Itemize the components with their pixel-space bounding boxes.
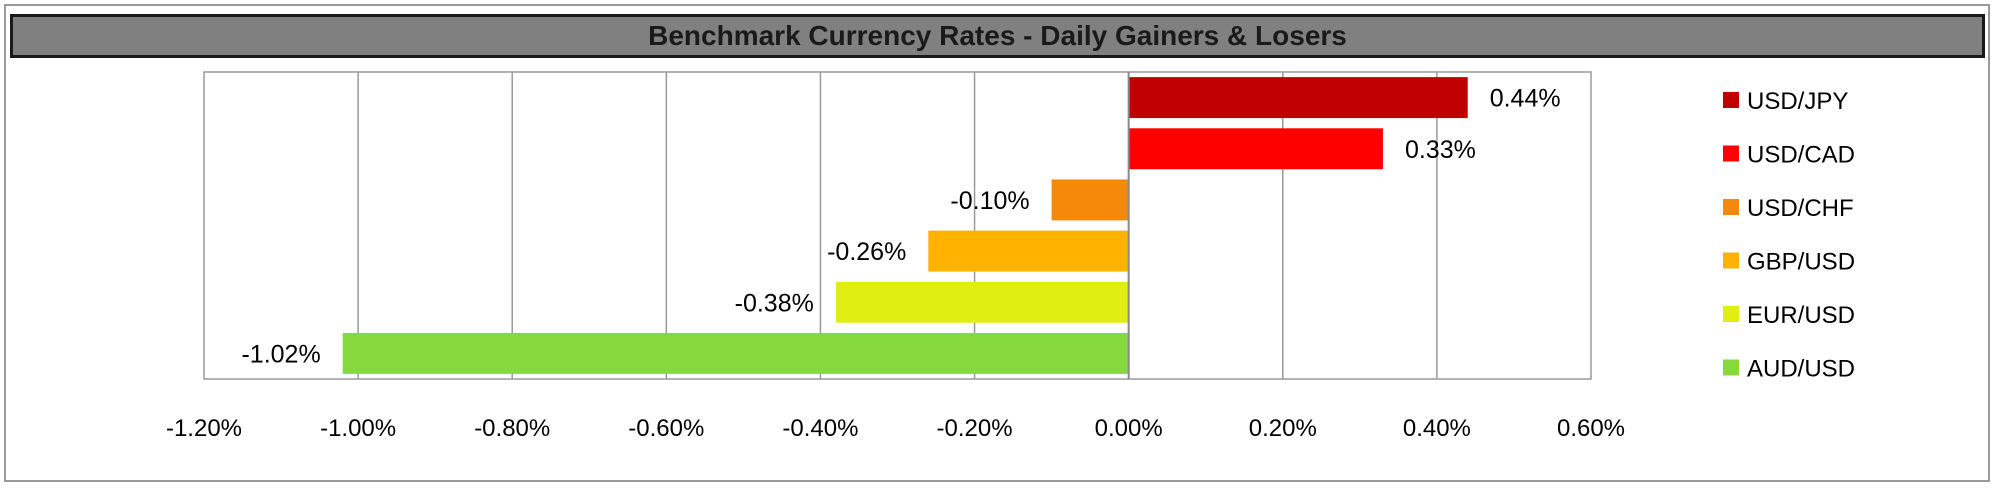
data-label: -0.10% <box>950 187 1029 215</box>
data-label: -0.38% <box>735 289 814 317</box>
bar <box>342 332 1129 374</box>
x-tick-label: 0.40% <box>1403 415 1471 442</box>
legend-label: USD/CHF <box>1747 195 1854 222</box>
x-tick-label: -0.80% <box>474 415 550 442</box>
legend-swatch <box>1723 199 1739 215</box>
legend-swatch <box>1723 92 1739 108</box>
legend-swatch <box>1723 359 1739 376</box>
chart-title-bar: Benchmark Currency Rates - Daily Gainers… <box>10 14 1985 58</box>
legend-label: EUR/USD <box>1747 302 1855 329</box>
chart-title: Benchmark Currency Rates - Daily Gainers… <box>648 20 1347 51</box>
legend-swatch <box>1723 306 1739 322</box>
x-tick-label: -0.20% <box>937 415 1013 442</box>
x-tick-label: -0.60% <box>628 415 704 442</box>
plot-area <box>203 71 1592 380</box>
legend-label: GBP/USD <box>1747 249 1855 276</box>
x-tick-label: 0.20% <box>1249 415 1317 442</box>
legend-swatch <box>1723 145 1739 162</box>
legend-label: USD/JPY <box>1747 88 1848 115</box>
bar <box>1051 179 1129 221</box>
legend-label: USD/CAD <box>1747 142 1855 169</box>
bar <box>928 230 1129 272</box>
x-tick-label: 0.00% <box>1095 415 1163 442</box>
x-tick-label: -1.20% <box>166 415 242 442</box>
data-label: -1.02% <box>241 340 320 368</box>
bar <box>835 281 1129 323</box>
legend-label: AUD/USD <box>1747 356 1855 383</box>
data-label: 0.33% <box>1405 136 1476 164</box>
bar <box>1128 128 1383 170</box>
x-tick-label: 0.60% <box>1557 415 1625 442</box>
x-tick-label: -0.40% <box>782 415 858 442</box>
data-label: 0.44% <box>1490 85 1561 113</box>
bar <box>1128 77 1468 119</box>
x-tick-label: -1.00% <box>320 415 396 442</box>
data-label: -0.26% <box>827 238 906 266</box>
legend-swatch <box>1723 252 1739 269</box>
